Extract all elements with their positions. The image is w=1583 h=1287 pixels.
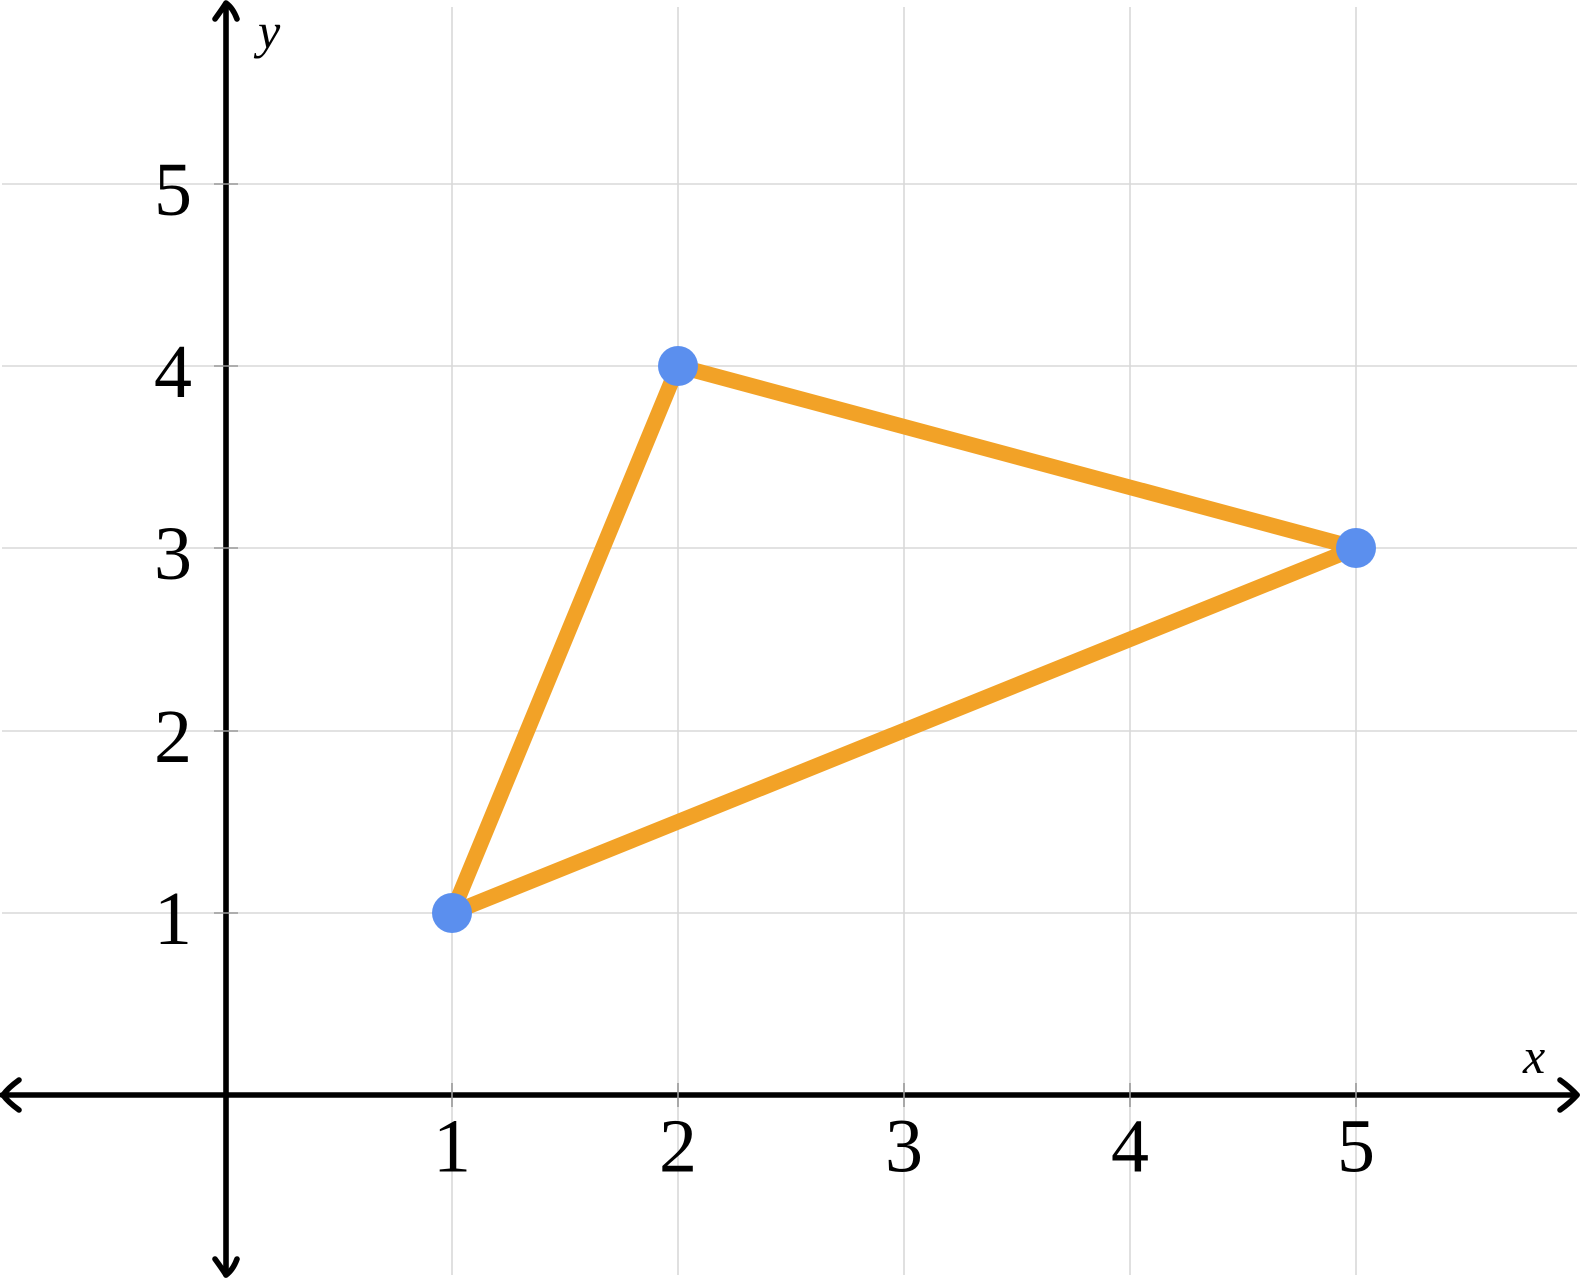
svg-text:1: 1 — [433, 1105, 471, 1189]
svg-text:2: 2 — [154, 695, 192, 779]
svg-text:3: 3 — [885, 1105, 923, 1189]
svg-text:y: y — [253, 3, 281, 59]
svg-text:5: 5 — [1337, 1105, 1375, 1189]
svg-text:5: 5 — [154, 148, 192, 232]
svg-text:3: 3 — [154, 512, 192, 596]
svg-text:2: 2 — [659, 1105, 697, 1189]
svg-text:x: x — [1522, 1028, 1545, 1084]
svg-text:4: 4 — [154, 330, 192, 414]
svg-text:4: 4 — [1111, 1105, 1149, 1189]
svg-text:1: 1 — [154, 877, 192, 961]
